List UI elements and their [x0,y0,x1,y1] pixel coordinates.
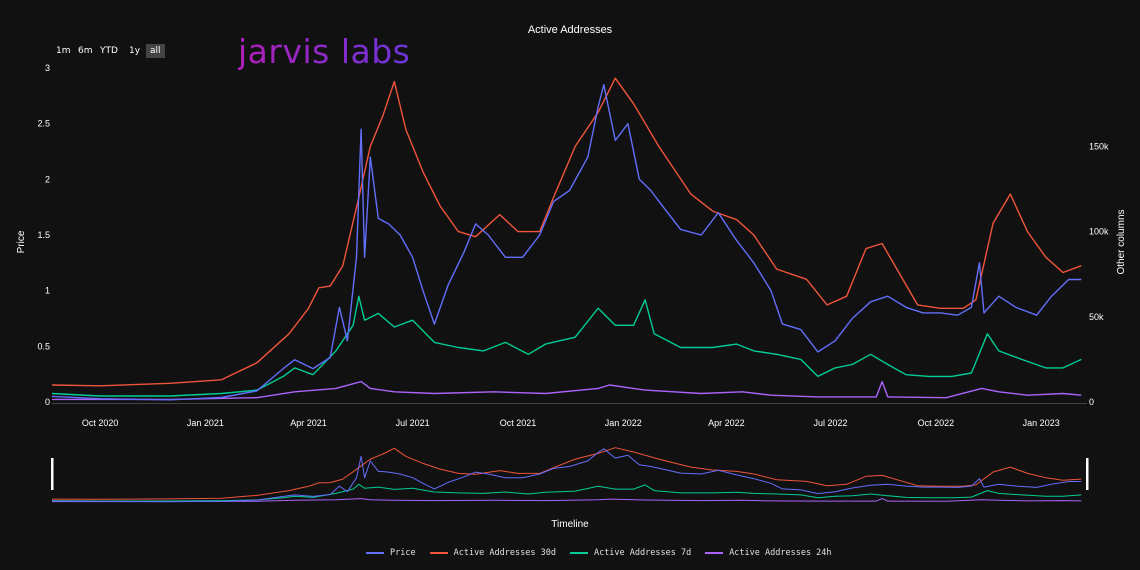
legend: Price Active Addresses 30d Active Addresse… [366,546,832,560]
y-left-tick-label: 1 [45,286,50,296]
range-button-6m[interactable]: 6m [74,44,97,58]
legend-item-active-addresses-7d[interactable]: Active Addresses 7d [569,546,692,560]
y-left-tick-label: 3 [45,63,50,73]
series-line-active-addresses-24h[interactable] [52,380,1082,401]
range-slider-line-active-addresses-7d [51,483,1082,502]
x-axis-ticks: Oct 2020 Jan 2021 Apr 2021 Jul 2021 Oct 2021… [82,418,1060,428]
range-slider[interactable] [51,444,1089,504]
legend-label: Price [390,548,416,558]
series-line-active-addresses-7d[interactable] [51,295,1082,397]
main-plot [51,77,1082,401]
range-button-all[interactable]: all [146,44,165,58]
y-left-tick-label: 0 [45,397,50,407]
y-right-tick-label: 0 [1089,397,1094,407]
legend-item-price[interactable]: Price [366,546,416,560]
range-slider-line-price [51,448,1082,503]
legend-swatch [705,552,724,554]
x-axis-label: Timeline [551,519,589,530]
legend-label: Active Addresses 24h [729,548,832,558]
range-slider-background[interactable] [52,444,1087,504]
y-right-tick-label: 50k [1089,312,1104,322]
range-slider-right-handle[interactable] [1086,458,1089,490]
y-axis-left-label: Price [16,230,27,253]
legend-item-active-addresses-24h[interactable]: Active Addresses 24h [705,546,832,560]
x-tick-label: Oct 2022 [918,418,955,428]
range-button-1m[interactable]: 1m [52,44,75,58]
legend-label: Active Addresses 30d [453,548,556,558]
y-left-tick-label: 2 [45,174,50,184]
legend-item-active-addresses-30d[interactable]: Active Addresses 30d [429,546,556,560]
x-tick-label: Jan 2023 [1023,418,1060,428]
legend-swatch [429,552,448,554]
legend-swatch [366,552,384,554]
range-button-1y[interactable]: 1y [125,44,145,58]
y-left-tick-label: 1.5 [37,230,50,240]
series-line-price[interactable] [51,84,1082,401]
range-slider-line-active-addresses-30d [51,447,1082,500]
x-tick-label: Oct 2020 [82,418,119,428]
series-line-active-addresses-30d[interactable] [51,77,1082,387]
range-button-ytd[interactable]: YTD [96,44,122,58]
range-slider-plot [51,447,1082,503]
range-slider-line-active-addresses-24h [52,498,1082,503]
x-tick-label: Jul 2021 [396,418,430,428]
jarvis-labs-logo: jarvis labs [238,30,410,74]
x-tick-label: Apr 2022 [708,418,745,428]
y-right-tick-label: 100k [1089,227,1109,237]
legend-swatch [569,552,588,554]
range-slider-left-handle[interactable] [51,458,54,490]
x-tick-label: Jan 2022 [605,418,642,428]
y-axis-right-label: Other columns [1116,209,1127,274]
y-axis-left-ticks: 0 0.5 1 1.5 2 2.5 3 [37,63,50,407]
y-left-tick-label: 2.5 [37,119,50,129]
x-tick-label: Oct 2021 [500,418,537,428]
chart-title: Active Addresses [528,24,613,36]
y-axis-right-ticks: 0 50k 100k 150k [1089,141,1109,407]
y-left-tick-label: 0.5 [37,341,50,351]
x-tick-label: Jul 2022 [814,418,848,428]
x-tick-label: Jan 2021 [187,418,224,428]
x-tick-label: Apr 2021 [290,418,327,428]
y-right-tick-label: 150k [1089,141,1109,151]
legend-label: Active Addresses 7d [593,548,692,558]
